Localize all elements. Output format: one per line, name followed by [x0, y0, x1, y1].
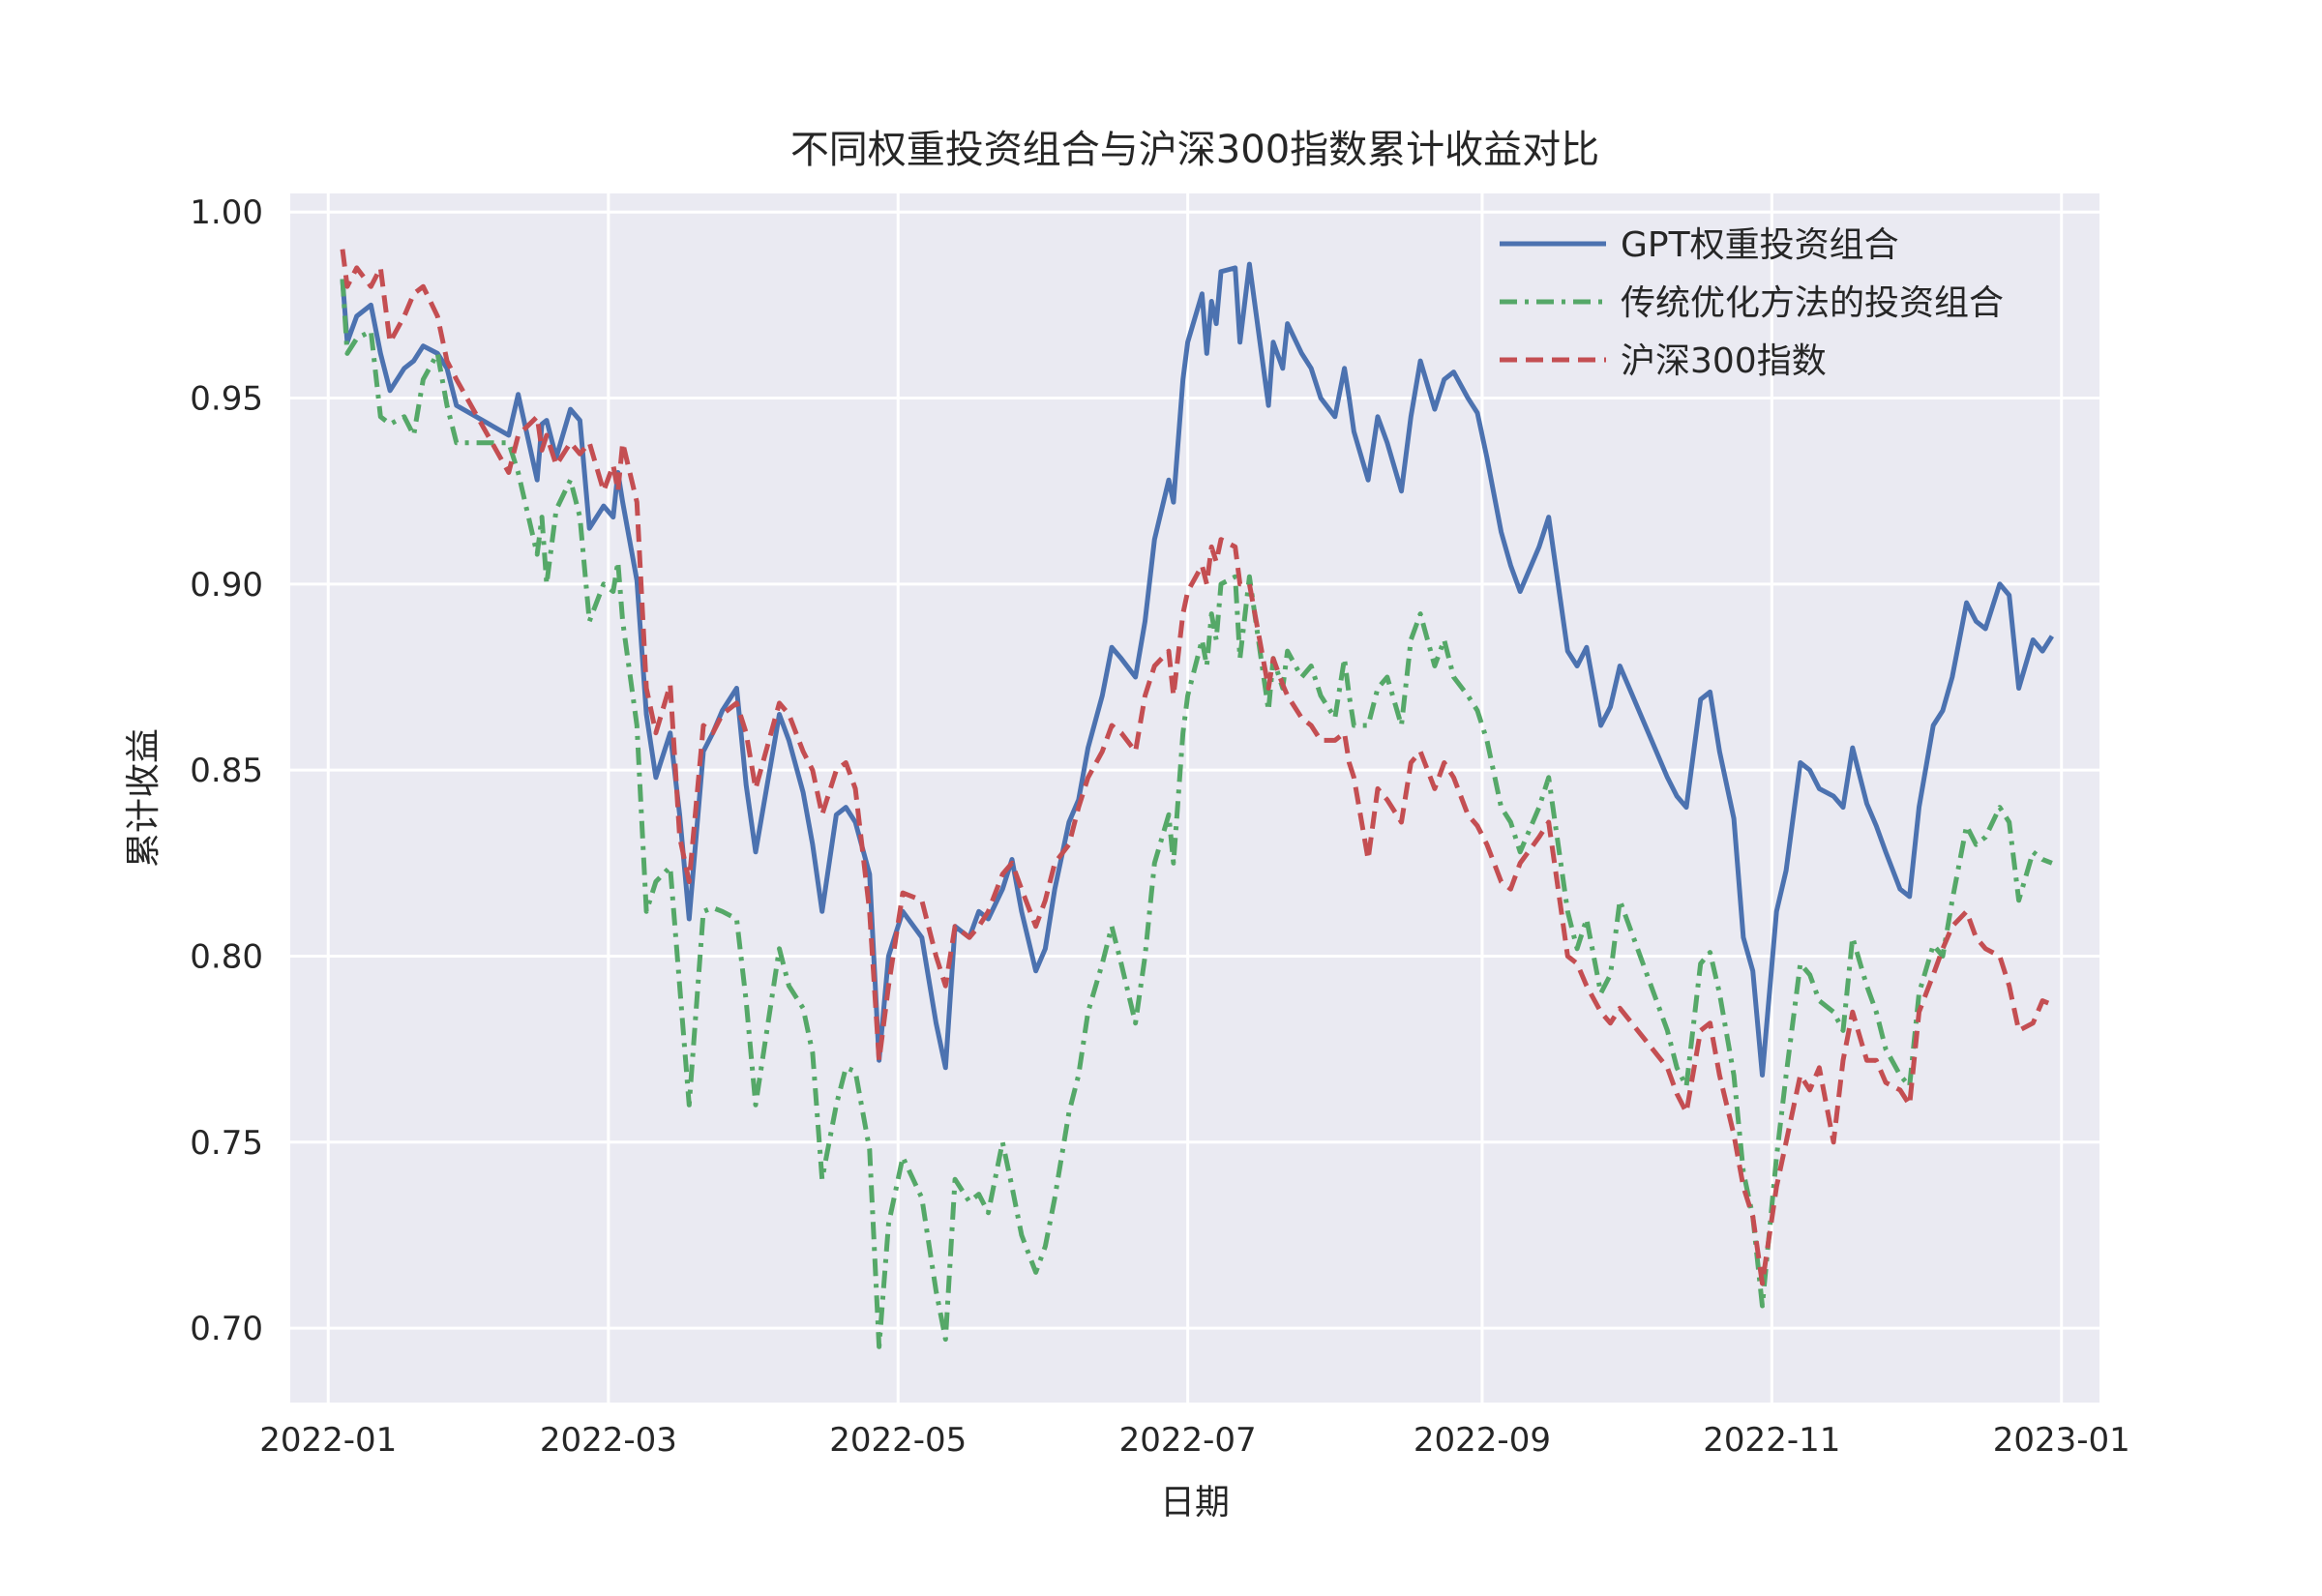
y-tick-label: 0.80	[190, 937, 263, 976]
x-tick-label: 2022-07	[1119, 1421, 1257, 1460]
y-tick-label: 0.95	[190, 380, 263, 419]
y-tick-label: 0.90	[190, 566, 263, 605]
legend-item-gpt: GPT权重投资组合	[1500, 225, 1899, 265]
legend-item-traditional: 传统优化方法的投资组合	[1500, 283, 2004, 323]
x-axis-label: 日期	[1160, 1483, 1230, 1522]
x-tick-label: 2022-01	[259, 1421, 397, 1460]
series-lines	[340, 249, 2055, 1349]
x-tick-label: 2022-09	[1414, 1421, 1551, 1460]
x-tick-label: 2023-01	[1993, 1421, 2130, 1460]
legend-label: GPT权重投资组合	[1621, 225, 1899, 265]
y-tick-label: 0.70	[190, 1310, 263, 1348]
y-tick-labels: 0.70 0.75 0.80 0.85 0.90 0.95 1.00	[190, 193, 263, 1348]
x-tick-labels: 2022-01 2022-03 2022-05 2022-07 2022-09 2022-…	[259, 1421, 2130, 1460]
legend-item-hs300: 沪深300指数	[1500, 341, 1827, 381]
x-tick-label: 2022-11	[1703, 1421, 1840, 1460]
legend-label: 沪深300指数	[1621, 341, 1827, 381]
series-line-2	[340, 249, 2053, 1286]
series-line-0	[340, 261, 2055, 1078]
x-tick-label: 2022-03	[540, 1421, 677, 1460]
y-axis-label: 累计收益	[124, 728, 164, 868]
plot-area	[290, 193, 2099, 1403]
legend-label: 传统优化方法的投资组合	[1621, 283, 2004, 323]
y-tick-label: 1.00	[190, 193, 263, 232]
y-tick-label: 0.75	[190, 1124, 263, 1163]
legend: GPT权重投资组合 传统优化方法的投资组合 沪深300指数	[1500, 225, 2004, 381]
chart-title: 不同权重投资组合与沪深300指数累计收益对比	[790, 128, 1599, 172]
x-tick-label: 2022-05	[829, 1421, 967, 1460]
y-tick-label: 0.85	[190, 752, 263, 790]
